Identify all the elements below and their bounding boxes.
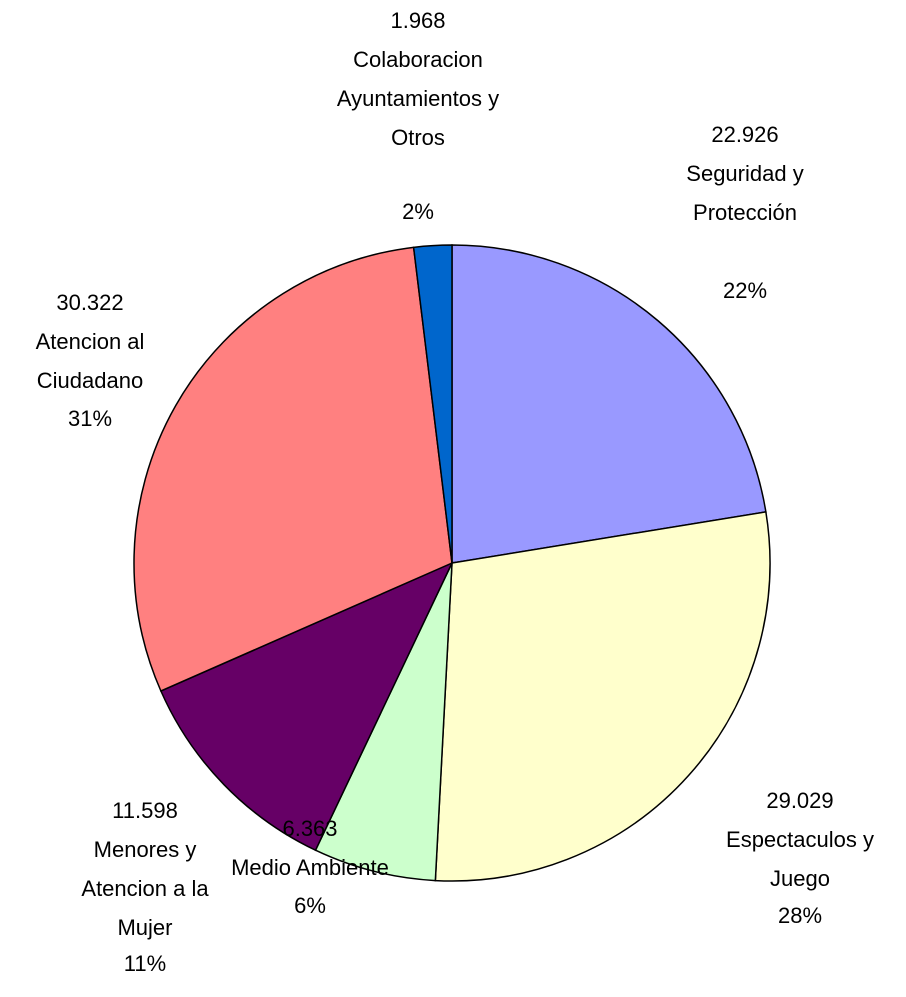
slice-label: 1.968 Colaboracion Ayuntamientos y Otros [326,1,511,157]
slice-label: 11.598 Menores y Atencion a la Mujer [75,791,215,947]
slice-label: 29.029 Espectaculos y Juego [695,781,905,898]
slice-value: 1.968 [390,8,446,33]
slice-value: 22.926 [711,122,779,147]
slice-name: Menores y Atencion a la Mujer [81,837,209,940]
pie-slice [159,561,454,852]
slice-label: 6.363 Medio Ambiente [210,809,410,887]
pie-slice [434,511,771,882]
slice-percent: 22% [722,278,768,303]
pie-slice [133,246,453,692]
slice-value: 6.363 [282,816,338,841]
slice-percent: 6% [294,893,326,918]
slice-value: 29.029 [766,788,834,813]
slice-name: Seguridad y Protección [686,161,804,225]
slice-percent: 2% [402,199,434,224]
slice-label: 22.926 Seguridad y Protección [665,115,825,232]
pie-slice [314,562,453,882]
pie-slice [412,244,453,564]
slice-name: Colaboracion Ayuntamientos y Otros [336,47,500,150]
slice-percent: 11% [123,951,167,976]
slice-percent: 31% [67,406,113,431]
slice-label: 30.322 Atencion al Ciudadano [15,283,165,400]
slice-value: 11.598 [112,798,178,823]
slice-name: Medio Ambiente [231,855,389,880]
slice-value: 30.322 [56,290,124,315]
slice-name: Espectaculos y Juego [726,827,874,891]
slice-percent: 28% [777,903,823,928]
pie-slice [451,244,767,564]
slice-name: Atencion al Ciudadano [35,329,145,393]
